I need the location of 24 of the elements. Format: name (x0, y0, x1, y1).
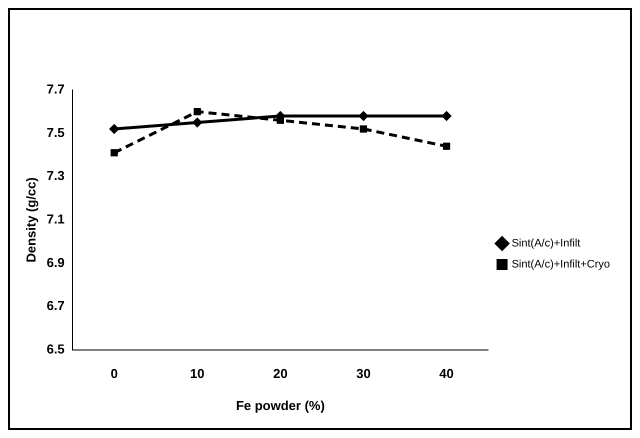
y-tick-label: 7.3 (46, 168, 65, 184)
y-tick-label: 7.1 (46, 211, 65, 226)
legend-label: Sint(A/c)+Infilt+Cryo (512, 258, 610, 271)
y-axis-title: Density (g/cc) (23, 177, 38, 263)
point (360, 125, 368, 133)
y-tick-label: 6.9 (46, 254, 65, 270)
point (442, 111, 452, 120)
x-tick-label: 30 (356, 366, 371, 382)
point (110, 124, 119, 134)
y-tick-label: 6.7 (46, 298, 65, 314)
y-tick-label: 7.5 (46, 124, 65, 140)
point (110, 149, 118, 156)
x-tick-label: 40 (439, 366, 454, 382)
point (194, 108, 201, 116)
x-tick-label: 20 (273, 366, 288, 382)
y-tick-label: 7.7 (46, 82, 65, 97)
x-axis-title: Fe powder (%) (236, 398, 325, 413)
legend-label: Sint(A/c)+Infilt (512, 238, 580, 250)
x-tick-label: 10 (190, 366, 205, 382)
point (442, 142, 450, 150)
x-tick-label: 0 (110, 366, 118, 382)
point (192, 118, 202, 127)
point (358, 111, 368, 120)
y-tick-label: 6.5 (46, 341, 65, 356)
